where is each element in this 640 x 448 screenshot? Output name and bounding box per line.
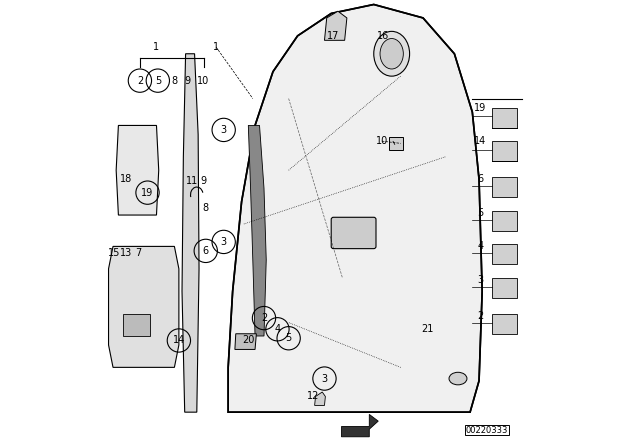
Polygon shape [116, 125, 159, 215]
Text: 3: 3 [477, 275, 483, 285]
Text: 2: 2 [477, 311, 483, 321]
Bar [493, 278, 517, 298]
Text: 8: 8 [172, 76, 177, 86]
Text: 1: 1 [213, 42, 219, 52]
Bar [493, 244, 517, 264]
Bar [493, 141, 517, 161]
Text: 4: 4 [477, 241, 483, 251]
Text: 14: 14 [474, 136, 486, 146]
Text: 17: 17 [327, 31, 340, 41]
Polygon shape [235, 334, 257, 349]
Text: 8: 8 [203, 203, 209, 213]
Text: 13: 13 [120, 248, 132, 258]
Text: 6: 6 [203, 246, 209, 256]
Text: 18: 18 [120, 174, 132, 184]
Text: 10: 10 [376, 136, 388, 146]
Text: 12: 12 [307, 392, 319, 401]
FancyBboxPatch shape [332, 217, 376, 249]
Polygon shape [109, 246, 179, 367]
Text: 15: 15 [108, 248, 120, 258]
Text: 00220333: 00220333 [465, 426, 508, 435]
Text: 9: 9 [200, 177, 207, 186]
Bar [123, 314, 150, 336]
Text: 16: 16 [376, 31, 389, 41]
Text: 3: 3 [321, 374, 328, 383]
Text: 19: 19 [141, 188, 154, 198]
Polygon shape [228, 4, 482, 412]
Bar [493, 177, 517, 197]
Text: 1: 1 [154, 42, 159, 52]
Polygon shape [324, 11, 347, 40]
Polygon shape [315, 392, 325, 405]
Bar [389, 137, 403, 150]
Polygon shape [248, 125, 266, 336]
Bar [493, 211, 517, 231]
Text: 3: 3 [221, 125, 227, 135]
Text: 6: 6 [477, 174, 483, 184]
Text: 21: 21 [421, 324, 434, 334]
Text: 10: 10 [197, 76, 210, 86]
Polygon shape [182, 54, 199, 412]
Text: 11: 11 [186, 177, 198, 186]
Ellipse shape [449, 372, 467, 385]
Text: 20: 20 [242, 336, 255, 345]
Polygon shape [342, 414, 378, 437]
Text: 7: 7 [136, 248, 141, 258]
Bar [493, 108, 517, 128]
Ellipse shape [380, 39, 403, 69]
Text: 5: 5 [285, 333, 292, 343]
Text: 14: 14 [173, 336, 185, 345]
Text: 9: 9 [185, 76, 191, 86]
Text: 2: 2 [261, 313, 267, 323]
Text: 19: 19 [474, 103, 486, 112]
Bar [493, 314, 517, 334]
Text: 2: 2 [137, 76, 143, 86]
Text: 4: 4 [275, 324, 280, 334]
Text: 5: 5 [477, 208, 483, 218]
Ellipse shape [374, 31, 410, 76]
Text: 5: 5 [155, 76, 161, 86]
Text: 3: 3 [221, 237, 227, 247]
